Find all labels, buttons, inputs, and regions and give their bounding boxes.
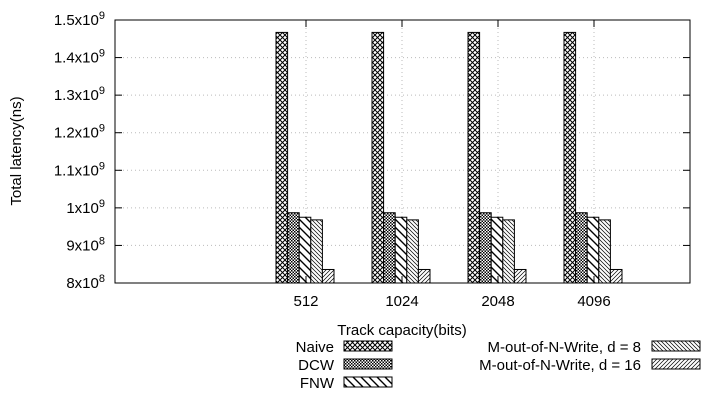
bar (502, 219, 515, 284)
bar (479, 212, 492, 284)
bar (513, 268, 527, 284)
bar (417, 268, 431, 284)
y-tick-label: 9x108 (66, 235, 105, 254)
legend-swatch (651, 340, 701, 352)
bars (275, 31, 623, 284)
x-tick-label: 4096 (577, 293, 610, 310)
y-tick-label: 1.2x109 (54, 123, 105, 142)
bar (598, 219, 611, 284)
bar (575, 212, 588, 284)
y-tick-label: 8x108 (66, 273, 105, 292)
y-tick-label: 1.1x109 (54, 160, 105, 179)
bar (586, 216, 600, 284)
legend-label: FNW (300, 375, 335, 392)
legend-label: M-out-of-N-Write, d = 16 (479, 357, 641, 374)
y-tick-label: 1.4x109 (54, 48, 105, 67)
bar (275, 31, 289, 284)
legend-label: DCW (298, 357, 335, 374)
x-axis: 512 1024 2048 4096 (293, 20, 611, 310)
bar (394, 216, 408, 284)
bar (609, 268, 623, 284)
bar (310, 219, 323, 284)
y-tick-label: 1.3x109 (54, 85, 105, 104)
y-tick-label: 1x109 (66, 198, 105, 217)
legend-swatch (343, 340, 393, 352)
bar (321, 268, 335, 284)
legend-label: Naive (296, 339, 334, 356)
legend-swatch (651, 358, 701, 370)
legend-swatch (343, 376, 393, 388)
y-axis: 8x108 9x108 1x109 1.1x109 1.2x109 1.3x109 1.4x… (54, 10, 690, 292)
y-tick-label: 1.5x109 (54, 10, 105, 29)
x-tick-label: 2048 (481, 293, 514, 310)
legend-swatch (343, 358, 393, 370)
bar (563, 31, 577, 284)
bar (406, 219, 419, 284)
bar (371, 31, 385, 284)
x-tick-label: 1024 (385, 293, 418, 310)
bar (383, 212, 396, 284)
y-axis-label: Total latency(ns) (8, 96, 25, 205)
legend-label: M-out-of-N-Write, d = 8 (487, 339, 641, 356)
x-axis-label: Track capacity(bits) (337, 322, 466, 339)
bar (490, 216, 504, 284)
x-tick-label: 512 (293, 293, 318, 310)
bar (467, 31, 481, 284)
bar (298, 216, 312, 284)
bar (287, 212, 300, 284)
